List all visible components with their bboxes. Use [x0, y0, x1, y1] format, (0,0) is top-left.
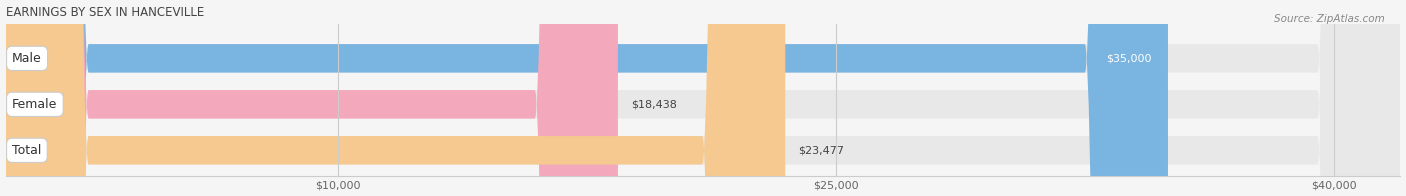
Text: EARNINGS BY SEX IN HANCEVILLE: EARNINGS BY SEX IN HANCEVILLE	[6, 5, 204, 19]
Text: $18,438: $18,438	[631, 99, 678, 109]
Text: $23,477: $23,477	[799, 145, 845, 155]
FancyBboxPatch shape	[6, 0, 1400, 196]
FancyBboxPatch shape	[6, 0, 1168, 196]
FancyBboxPatch shape	[6, 0, 617, 196]
Text: Female: Female	[13, 98, 58, 111]
FancyBboxPatch shape	[6, 0, 1400, 196]
Text: $35,000: $35,000	[1107, 53, 1152, 63]
Text: Total: Total	[13, 144, 42, 157]
Text: Source: ZipAtlas.com: Source: ZipAtlas.com	[1274, 14, 1385, 24]
Text: Male: Male	[13, 52, 42, 65]
FancyBboxPatch shape	[6, 0, 786, 196]
FancyBboxPatch shape	[6, 0, 1400, 196]
